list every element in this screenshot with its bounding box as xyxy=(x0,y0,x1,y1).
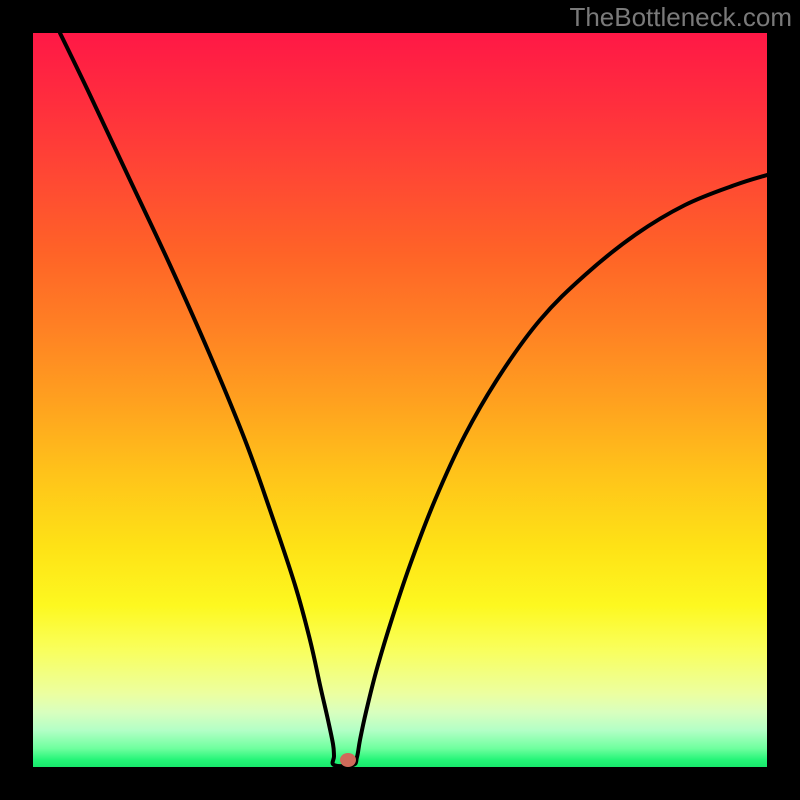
bottleneck-chart xyxy=(0,0,800,800)
gradient-background xyxy=(33,33,767,767)
watermark-text: TheBottleneck.com xyxy=(569,2,792,33)
chart-container: TheBottleneck.com xyxy=(0,0,800,800)
optimal-point-marker xyxy=(340,753,356,767)
